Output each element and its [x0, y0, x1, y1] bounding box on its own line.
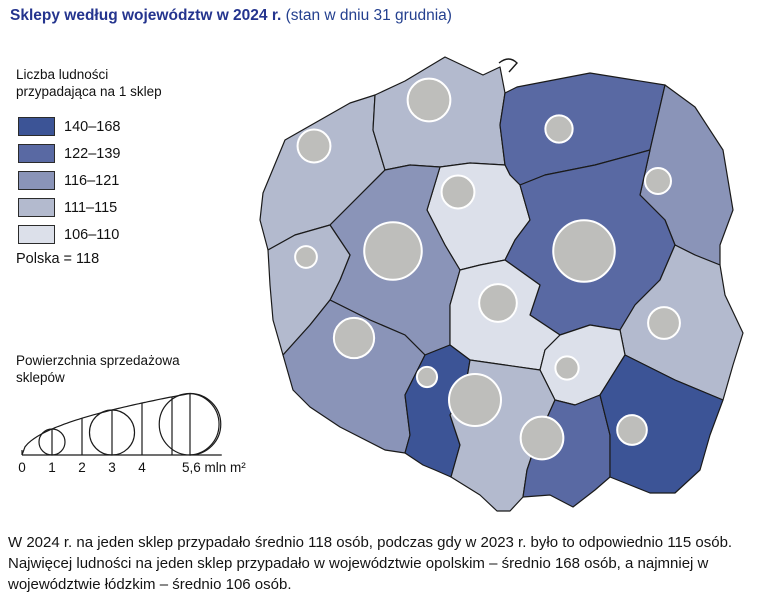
sales-area-circle-malopolskie [519, 415, 565, 461]
sales-area-circle-mazowieckie [552, 219, 616, 283]
population-legend-title-line2: przypadająca na 1 sklep [16, 84, 162, 99]
legend-swatch-1 [18, 144, 55, 163]
sales-area-circle-podkarpackie [616, 414, 648, 446]
legend-swatch-2 [18, 171, 55, 190]
scale-tick-label-0: 0 [18, 460, 26, 475]
sales-area-circle-dolnoslaskie [332, 316, 376, 360]
legend-class-row-140–168: 140–168 [18, 117, 120, 136]
scale-tick-label-5.6: 5,6 mln m² [182, 460, 246, 475]
scale-tick-label-2: 2 [78, 460, 86, 475]
sales-area-circle-lubuskie [294, 245, 318, 269]
poland-average-label: Polska = 118 [16, 251, 100, 267]
scale-tick-label-1: 1 [48, 460, 56, 475]
region-podkarpackie [599, 354, 724, 494]
sales-area-legend-title-line1: Powierzchnia sprzedażowa [16, 353, 180, 368]
legend-class-row-106–110: 106–110 [18, 225, 120, 244]
legend-swatch-3 [18, 198, 55, 217]
sales-area-circle-lodzkie [478, 283, 518, 323]
legend-class-row-111–115: 111–115 [18, 198, 120, 217]
sales-area-legend-title-line2: sklepów [16, 370, 65, 385]
sales-area-circle-podlaskie [644, 167, 672, 195]
title-bold: Sklepy według województw w 2024 r. [10, 7, 282, 24]
legend-swatch-4 [18, 225, 55, 244]
scale-tick-label-4: 4 [138, 460, 146, 475]
sales-area-circle-zachodniopomorskie [296, 128, 332, 164]
legend-class-row-122–139: 122–139 [18, 144, 120, 163]
footnote-paragraph: W 2024 r. na jeden sklep przypadało śred… [8, 534, 733, 593]
legend-class-row-116–121: 116–121 [18, 171, 120, 190]
sales-area-circle-kujawsko-pomorskie [440, 174, 476, 210]
population-legend-swatches: 140–168 122–139 116–121 111–115 106–110 [18, 117, 120, 252]
page-title: Sklepy według województw w 2024 r. (stan… [10, 7, 452, 25]
legend-swatch-0 [18, 117, 55, 136]
population-legend-title: Liczba ludności przypadająca na 1 sklep [16, 66, 162, 100]
sales-area-circle-lubelskie [647, 306, 681, 340]
legend-class-label: 140–168 [64, 118, 121, 135]
sales-area-legend-title: Powierzchnia sprzedażowa sklepów [16, 352, 180, 386]
vistula-spit-line [498, 58, 518, 73]
scale-tick-label-3: 3 [108, 460, 116, 475]
legend-class-label: 106–110 [64, 226, 120, 243]
legend-class-label: 122–139 [64, 145, 121, 162]
region-dolnoslaskie [282, 299, 426, 454]
sales-area-circle-wielkopolskie [363, 221, 423, 281]
sales-area-circle-opolskie [415, 365, 439, 389]
sales-area-circle-slaskie [448, 373, 502, 427]
legend-class-label: 111–115 [64, 199, 118, 216]
population-legend-title-line1: Liczba ludności [16, 67, 109, 82]
sales-area-circle-swietokrzyskie [554, 355, 580, 381]
legend-class-label: 116–121 [64, 172, 120, 189]
sales-area-circle-pomorskie [406, 77, 452, 123]
sales-area-scale-diagram: 0 1 2 3 4 5,6 mln m² [18, 392, 246, 475]
title-subtitle: (stan w dniu 31 grudnia) [281, 7, 452, 24]
scale-envelope-curve [21, 392, 220, 456]
poland-map [259, 56, 744, 512]
sales-area-circle-warminsko-mazurskie [544, 114, 574, 144]
